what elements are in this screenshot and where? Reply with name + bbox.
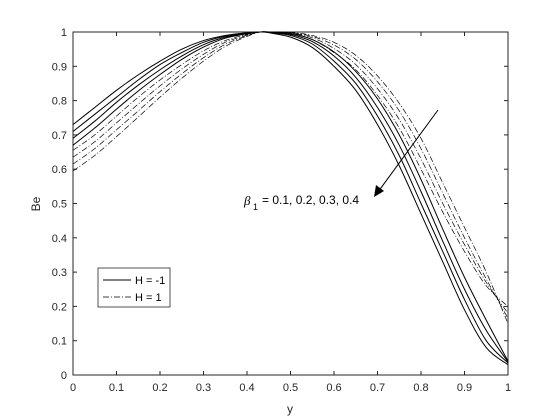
x-tick-label: 0.7 <box>370 382 385 394</box>
series-line-h-pos-4 <box>72 31 509 324</box>
x-tick-label: 1 <box>505 382 511 394</box>
annotation-label: β 1 = 0.1, 0.2, 0.3, 0.4 <box>243 193 359 212</box>
legend: H = -1 H = 1 <box>97 267 171 308</box>
x-tick-label: 0.9 <box>457 382 472 394</box>
y-tick-label: 0.7 <box>52 130 67 142</box>
legend-box <box>97 267 171 308</box>
annotation-symbol: β <box>243 193 251 208</box>
y-tick-label: 0.2 <box>52 301 67 313</box>
y-tick-label: 1 <box>61 27 67 39</box>
y-tick-label: 0.5 <box>52 199 67 211</box>
x-axis-label: y <box>287 402 293 416</box>
x-tick-label: 0 <box>70 382 76 394</box>
y-tick-label: 0.9 <box>52 61 67 73</box>
y-axis: 0 0.1 0.2 0.3 0.4 0.5 0.6 0.7 0.8 0.9 1 <box>52 27 508 382</box>
y-axis-label: Be <box>29 196 43 211</box>
x-tick-label: 0.6 <box>326 382 341 394</box>
x-tick-label: 0.8 <box>413 382 428 394</box>
x-tick-label: 0.3 <box>196 382 211 394</box>
x-tick-label: 0.5 <box>283 382 298 394</box>
legend-label-solid: H = -1 <box>135 275 165 287</box>
x-tick-label: 0.1 <box>109 382 124 394</box>
x-tick-label: 0.4 <box>239 382 254 394</box>
plot-area <box>72 31 509 376</box>
y-tick-label: 0.6 <box>52 164 67 176</box>
series-line-h-neg-1 <box>72 31 509 366</box>
legend-label-dashdot: H = 1 <box>135 292 162 304</box>
series-line-h-neg-2 <box>72 31 509 364</box>
annotation-arrow <box>374 109 439 197</box>
annotation-text: = 0.1, 0.2, 0.3, 0.4 <box>262 193 359 207</box>
x-tick-label: 0.2 <box>152 382 167 394</box>
y-tick-label: 0.3 <box>52 267 67 279</box>
series-lines <box>72 31 509 366</box>
annotation-subscript: 1 <box>253 202 258 212</box>
y-tick-label: 0 <box>61 370 67 382</box>
y-tick-label: 0.4 <box>52 233 67 245</box>
y-tick-label: 0.1 <box>52 336 67 348</box>
y-tick-label: 0.8 <box>52 96 67 108</box>
